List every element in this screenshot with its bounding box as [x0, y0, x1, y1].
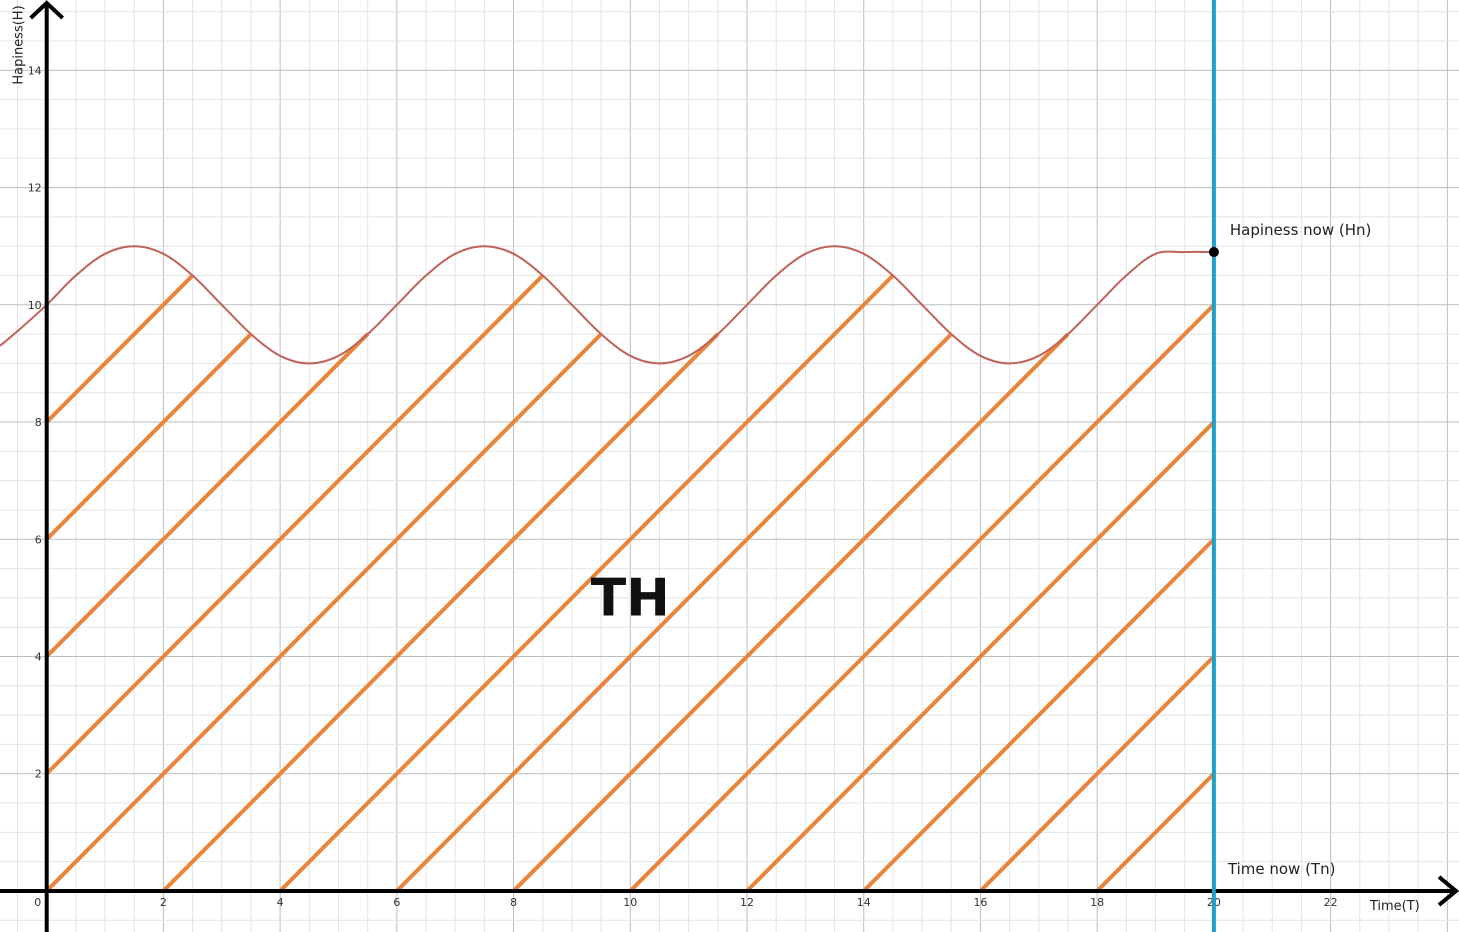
hatch-line — [278, 274, 895, 893]
hatch-line — [45, 273, 545, 776]
y-tick-label: 14 — [28, 64, 42, 77]
y-axis-label: Hapiness(H) — [12, 5, 27, 84]
x-tick-label: 18 — [1090, 896, 1104, 909]
x-axis-arrow — [1437, 875, 1459, 907]
series-layer — [0, 245, 1214, 365]
hatch-line — [512, 332, 1070, 893]
hatch-line — [45, 332, 253, 541]
hatch-line — [45, 332, 603, 893]
x-tick-labels: 0246810121416182022 — [34, 896, 1337, 909]
x-tick-label: 12 — [740, 896, 754, 909]
hatch-line — [628, 303, 1216, 893]
hatch-line — [45, 273, 195, 424]
y-tick-label: 6 — [35, 533, 42, 546]
y-tick-label: 4 — [35, 651, 42, 664]
hapiness-now-label: Hapiness now (Hn) — [1230, 221, 1372, 239]
hapiness-now-point — [1208, 247, 1219, 258]
y-axis-arrow — [29, 0, 65, 20]
x-tick-label: 22 — [1324, 896, 1338, 909]
x-tick-label: 2 — [160, 896, 167, 909]
x-tick-label: 16 — [973, 896, 987, 909]
y-tick-label: 10 — [28, 299, 42, 312]
hatch-region — [45, 273, 1216, 893]
time-now-label: Time now (Tn) — [1227, 860, 1336, 878]
x-axis-label: Time(T) — [1369, 899, 1420, 914]
y-tick-label: 2 — [35, 768, 42, 781]
x-tick-label: 6 — [393, 896, 400, 909]
hatch-line — [161, 332, 720, 893]
happiness-curve — [0, 245, 1214, 365]
hatch-line — [1095, 772, 1216, 893]
hatch-line — [395, 332, 953, 893]
hatch-line — [862, 537, 1216, 893]
hatch-line — [979, 655, 1216, 893]
region-label-th: TH — [591, 568, 670, 628]
x-tick-label: 8 — [510, 896, 517, 909]
y-tick-label: 8 — [35, 416, 42, 429]
x-tick-label: 4 — [277, 896, 284, 909]
hatch-line — [45, 332, 370, 658]
hatch-line — [745, 420, 1216, 893]
y-tick-label: 12 — [28, 182, 42, 195]
x-tick-label: 14 — [857, 896, 871, 909]
x-tick-label: 10 — [623, 896, 637, 909]
x-tick-label: 0 — [34, 896, 41, 909]
y-tick-labels: 2 4 6 8 10 12 14 — [28, 64, 42, 780]
